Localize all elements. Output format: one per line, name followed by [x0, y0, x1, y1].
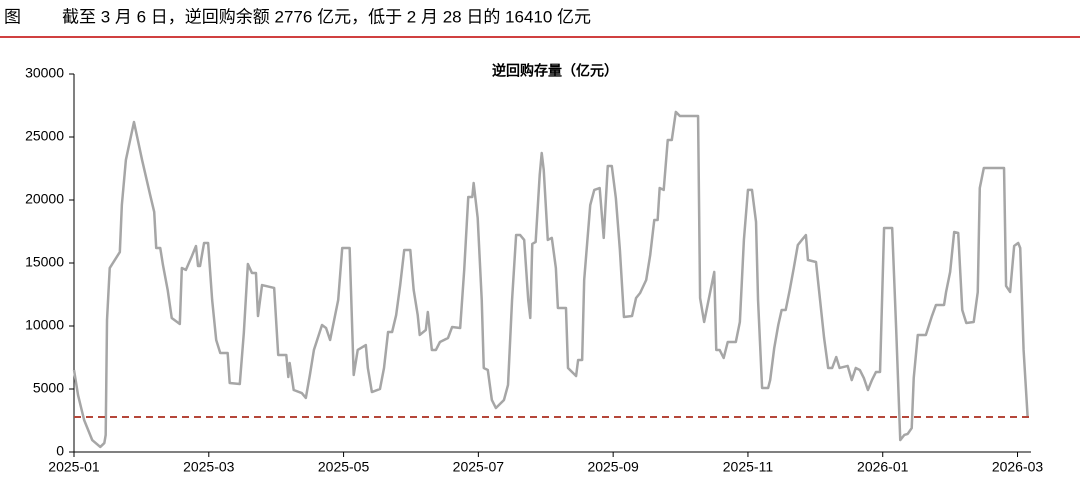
y-tick-label: 30000 [25, 65, 64, 81]
x-tick-label: 2025-03 [183, 459, 235, 475]
figure-label: 图 [4, 7, 21, 26]
chart-title: 逆回购存量（亿元） [492, 63, 618, 79]
y-tick-label: 5000 [33, 380, 64, 396]
x-tick-label: 2026-03 [992, 459, 1044, 475]
y-tick-label: 10000 [25, 317, 64, 333]
x-tick-label: 2025-05 [318, 459, 370, 475]
x-tick-label: 2025-11 [723, 459, 774, 475]
y-tick-label: 15000 [25, 254, 64, 270]
x-tick-label: 2026-01 [857, 459, 909, 475]
data-line [72, 110, 1029, 449]
y-tick-label: 25000 [25, 128, 64, 144]
y-tick-label: 20000 [25, 191, 64, 207]
header-title: 截至 3 月 6 日，逆回购余额 2776 亿元，低于 2 月 28 日的 16… [62, 7, 591, 26]
x-tick-label: 2025-09 [587, 459, 639, 475]
y-tick-label: 0 [56, 443, 64, 459]
x-tick-label: 2025-01 [48, 459, 100, 475]
x-tick-label: 2025-07 [453, 459, 505, 475]
